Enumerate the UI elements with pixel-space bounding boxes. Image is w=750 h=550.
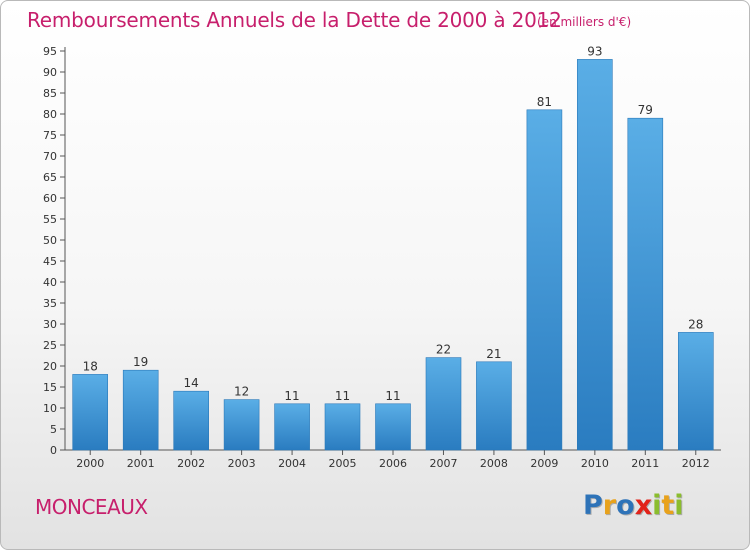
y-tick-label: 75	[43, 129, 57, 142]
bar-value-label: 12	[234, 385, 249, 399]
y-tick-label: 0	[50, 444, 57, 457]
y-tick-label: 85	[43, 87, 57, 100]
y-tick-label: 30	[43, 318, 57, 331]
bar	[173, 390, 209, 451]
x-tick-label: 2011	[631, 457, 659, 470]
x-tick-label: 2010	[581, 457, 609, 470]
y-tick-label: 50	[43, 234, 57, 247]
y-tick-label: 25	[43, 339, 57, 352]
chart-title: Remboursements Annuels de la Dette de 20…	[27, 8, 562, 32]
logo-letter: x	[634, 490, 653, 521]
bar-value-label: 81	[537, 95, 552, 109]
y-tick-label: 90	[43, 66, 57, 79]
x-tick-label: 2004	[278, 457, 306, 470]
bar-value-label: 19	[133, 355, 148, 369]
y-tick-label: 15	[43, 381, 57, 394]
logo-letter: i	[652, 490, 662, 521]
bar	[223, 399, 260, 451]
bar-value-label: 11	[284, 389, 299, 403]
bar-value-label: 93	[587, 44, 602, 58]
bar	[274, 403, 310, 451]
y-tick-label: 10	[43, 402, 57, 415]
y-tick-label: 65	[43, 171, 57, 184]
logo-letter: o	[616, 490, 635, 521]
y-tick-label: 70	[43, 150, 57, 163]
bar	[627, 117, 664, 451]
bar-value-label: 11	[385, 389, 400, 403]
x-tick-label: 2001	[127, 457, 155, 470]
bar	[375, 403, 411, 451]
x-tick-label: 2006	[379, 457, 407, 470]
x-tick-label: 2012	[682, 457, 710, 470]
y-tick-label: 55	[43, 213, 57, 226]
x-tick-label: 2007	[429, 457, 457, 470]
logo-letter: t	[661, 490, 675, 521]
bar-value-label: 18	[83, 359, 98, 373]
proxiti-logo: Proxiti	[583, 490, 684, 521]
logo-letter: i	[674, 490, 684, 521]
chart-unit: (en milliers d'€)	[537, 15, 632, 29]
bar	[72, 374, 108, 451]
bar-value-label: 79	[638, 103, 653, 117]
y-tick-label: 45	[43, 255, 57, 268]
bar-value-label: 11	[335, 389, 350, 403]
bar-value-label: 28	[688, 317, 703, 331]
y-tick-label: 5	[50, 423, 57, 436]
logo-letter: P	[583, 490, 603, 521]
bar-value-label: 22	[436, 343, 451, 357]
bar	[677, 332, 714, 451]
x-tick-label: 2003	[228, 457, 256, 470]
y-tick-label: 95	[43, 45, 57, 58]
x-tick-label: 2009	[530, 457, 558, 470]
x-tick-label: 2000	[76, 457, 104, 470]
bar	[324, 403, 361, 451]
x-tick-label: 2008	[480, 457, 508, 470]
logo-letter: r	[602, 490, 617, 521]
y-tick-label: 20	[43, 360, 57, 373]
y-tick-label: 40	[43, 276, 57, 289]
bar-value-label: 14	[184, 376, 199, 390]
x-tick-label: 2002	[177, 457, 205, 470]
y-tick-label: 80	[43, 108, 57, 121]
bar-value-label: 21	[486, 347, 501, 361]
bar	[576, 59, 613, 451]
x-tick-label: 2005	[329, 457, 357, 470]
commune-name: MONCEAUX	[35, 495, 148, 519]
y-tick-label: 60	[43, 192, 57, 205]
bar	[476, 361, 512, 451]
y-tick-label: 35	[43, 297, 57, 310]
bar	[425, 357, 462, 451]
bar	[122, 369, 159, 451]
bar	[526, 109, 563, 451]
